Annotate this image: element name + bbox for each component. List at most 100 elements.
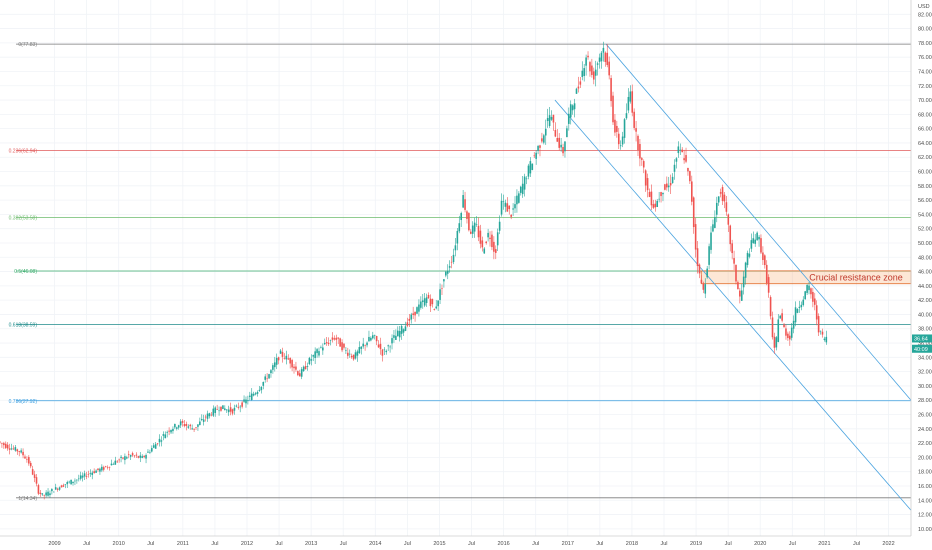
candle-body xyxy=(596,63,599,65)
candle-body xyxy=(135,454,138,456)
channel-lower-line xyxy=(554,99,912,511)
candle-body xyxy=(4,443,7,448)
candle-body xyxy=(216,409,218,410)
candle-body xyxy=(47,491,49,496)
candle-body xyxy=(137,456,140,458)
candle-body xyxy=(62,485,65,487)
candle-body xyxy=(133,455,136,457)
candle-body xyxy=(285,355,288,360)
candle-body xyxy=(141,456,144,458)
y-tick-label: 18.00 xyxy=(918,470,932,476)
candle-body xyxy=(358,347,361,354)
candle-body xyxy=(598,57,601,62)
candle-body xyxy=(750,240,753,249)
candle-body xyxy=(114,460,117,465)
y-tick-label: 64.00 xyxy=(918,141,932,147)
candle-body xyxy=(692,197,695,228)
candle-body xyxy=(389,346,391,348)
candle-body xyxy=(518,193,520,203)
candle-body xyxy=(641,158,643,160)
candle-body xyxy=(99,468,101,472)
candle-body xyxy=(792,320,795,329)
x-tick-label: 2009 xyxy=(48,541,60,547)
candle-body xyxy=(690,181,693,202)
candle-body xyxy=(773,336,776,348)
candle-body xyxy=(341,342,343,351)
candle-body xyxy=(387,345,389,347)
candle-body xyxy=(218,410,220,412)
candle-body xyxy=(350,355,353,358)
candle-body xyxy=(694,224,697,250)
candle-body xyxy=(320,347,322,348)
candle-body xyxy=(74,480,76,482)
candle-body xyxy=(494,249,497,253)
candle-body xyxy=(51,489,53,492)
candle-body xyxy=(348,353,351,355)
candle-body xyxy=(566,128,568,138)
candle-body xyxy=(477,225,480,238)
candle-body xyxy=(500,200,503,215)
last-price-tag: 40:09 xyxy=(912,344,932,353)
y-tick-label: 38.00 xyxy=(918,327,932,333)
candle-body xyxy=(560,144,562,148)
y-tick-label: 82.00 xyxy=(918,12,932,18)
y-tick-label: 10.00 xyxy=(918,527,932,533)
candle-body xyxy=(619,145,622,147)
candle-body xyxy=(377,344,380,348)
candle-body xyxy=(356,351,359,356)
candle-body xyxy=(354,352,357,359)
candle-body xyxy=(487,232,489,238)
last-price-tags: 36.64 40:09 xyxy=(912,334,932,353)
y-tick-label: 42.00 xyxy=(918,298,932,304)
candle-body xyxy=(102,467,105,470)
y-tick-label: 54.00 xyxy=(918,212,932,218)
candle-body xyxy=(97,468,99,471)
y-axis[interactable]: 82.00 80.00 78.00 76.00 74.00 72.00 70.00 68.00… xyxy=(910,0,932,536)
candle-body xyxy=(39,492,42,494)
candle-body xyxy=(131,453,134,456)
candle-body xyxy=(535,152,537,159)
candle-body xyxy=(300,369,303,377)
x-axis[interactable]: Jul 2009 Jul 2010 Jul 2011 Jul 2012 Jul 2013 Jul 20… xyxy=(0,535,911,547)
x-tick-label: 2016 xyxy=(497,541,509,547)
candle-body xyxy=(381,349,384,356)
candle-body xyxy=(740,290,743,301)
candle-body xyxy=(208,413,211,417)
candle-body xyxy=(191,428,193,430)
candle-body xyxy=(493,241,495,252)
candle-body xyxy=(298,373,301,377)
candle-body xyxy=(446,270,449,274)
candle-body xyxy=(339,338,341,347)
candle-body xyxy=(669,183,672,186)
x-tick-label: Jul xyxy=(468,541,475,547)
candle-body xyxy=(712,224,714,232)
candle-body xyxy=(108,466,111,468)
candle-body xyxy=(10,448,13,450)
candle-body xyxy=(696,248,699,267)
candle-body xyxy=(777,319,780,342)
x-tick-label: 2020 xyxy=(754,541,766,547)
candle-body xyxy=(581,70,584,77)
y-tick-label: 80.00 xyxy=(918,27,932,33)
y-tick-label: 58.00 xyxy=(918,184,932,190)
y-tick-label: 24.00 xyxy=(918,427,932,433)
y-tick-label: 78.00 xyxy=(918,41,932,47)
x-tick-label: Jul xyxy=(340,541,347,547)
candle-body xyxy=(379,343,382,350)
candle-body xyxy=(364,345,366,346)
y-tick-label: 26.00 xyxy=(918,413,932,419)
candle-body xyxy=(600,52,603,62)
candle-body xyxy=(333,338,336,340)
candle-body xyxy=(70,479,72,485)
candle-body xyxy=(458,223,461,232)
candle-body xyxy=(804,291,806,300)
price-tag-bg xyxy=(912,344,932,353)
candle-body xyxy=(402,329,405,333)
x-tick-label: Jul xyxy=(725,541,732,547)
candle-body xyxy=(1,442,3,444)
candle-body xyxy=(762,252,764,261)
candle-body xyxy=(485,241,487,244)
candle-body xyxy=(112,464,115,465)
price-tag-bg xyxy=(912,334,932,343)
